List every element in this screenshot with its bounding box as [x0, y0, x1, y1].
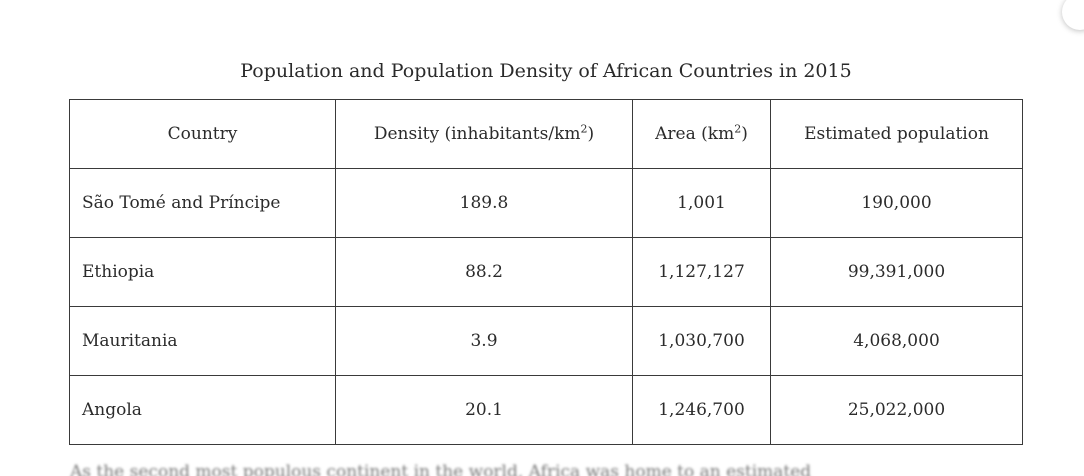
table-row: Ethiopia 88.2 1,127,127 99,391,000	[69, 237, 1023, 307]
cell-density: 189.8	[335, 168, 633, 238]
cell-population: 190,000	[770, 168, 1023, 238]
header-density: Density (inhabitants/km2)	[335, 99, 633, 169]
header-area-sup: 2	[734, 122, 742, 136]
header-population: Estimated population	[770, 99, 1023, 169]
cell-country: São Tomé and Príncipe	[69, 168, 336, 238]
cell-population: 25,022,000	[770, 375, 1023, 445]
cell-density: 88.2	[335, 237, 633, 307]
table-row: Mauritania 3.9 1,030,700 4,068,000	[69, 306, 1023, 376]
cell-area: 1,246,700	[632, 375, 771, 445]
corner-button[interactable]	[1062, 0, 1084, 30]
table-row: São Tomé and Príncipe 189.8 1,001 190,00…	[69, 168, 1023, 238]
header-density-close: )	[587, 124, 595, 144]
table-header-row: Country Density (inhabitants/km2) Area (…	[69, 99, 1023, 169]
cell-density: 3.9	[335, 306, 633, 376]
header-area-text: Area (km	[655, 124, 735, 144]
body-paragraph: As the second most populous continent in…	[70, 462, 812, 476]
header-density-text: Density (inhabitants/km	[373, 124, 581, 144]
population-table: Country Density (inhabitants/km2) Area (…	[69, 99, 1023, 445]
cell-country: Angola	[69, 375, 336, 445]
cell-density: 20.1	[335, 375, 633, 445]
header-country: Country	[69, 99, 336, 169]
header-density-sup: 2	[580, 122, 588, 136]
table-caption: Population and Population Density of Afr…	[240, 60, 852, 82]
cell-population: 99,391,000	[770, 237, 1023, 307]
cell-area: 1,127,127	[632, 237, 771, 307]
cell-area: 1,030,700	[632, 306, 771, 376]
cell-population: 4,068,000	[770, 306, 1023, 376]
header-area: Area (km2)	[632, 99, 771, 169]
cell-country: Ethiopia	[69, 237, 336, 307]
cell-area: 1,001	[632, 168, 771, 238]
cell-country: Mauritania	[69, 306, 336, 376]
header-area-close: )	[741, 124, 748, 144]
table-row: Angola 20.1 1,246,700 25,022,000	[69, 375, 1023, 445]
